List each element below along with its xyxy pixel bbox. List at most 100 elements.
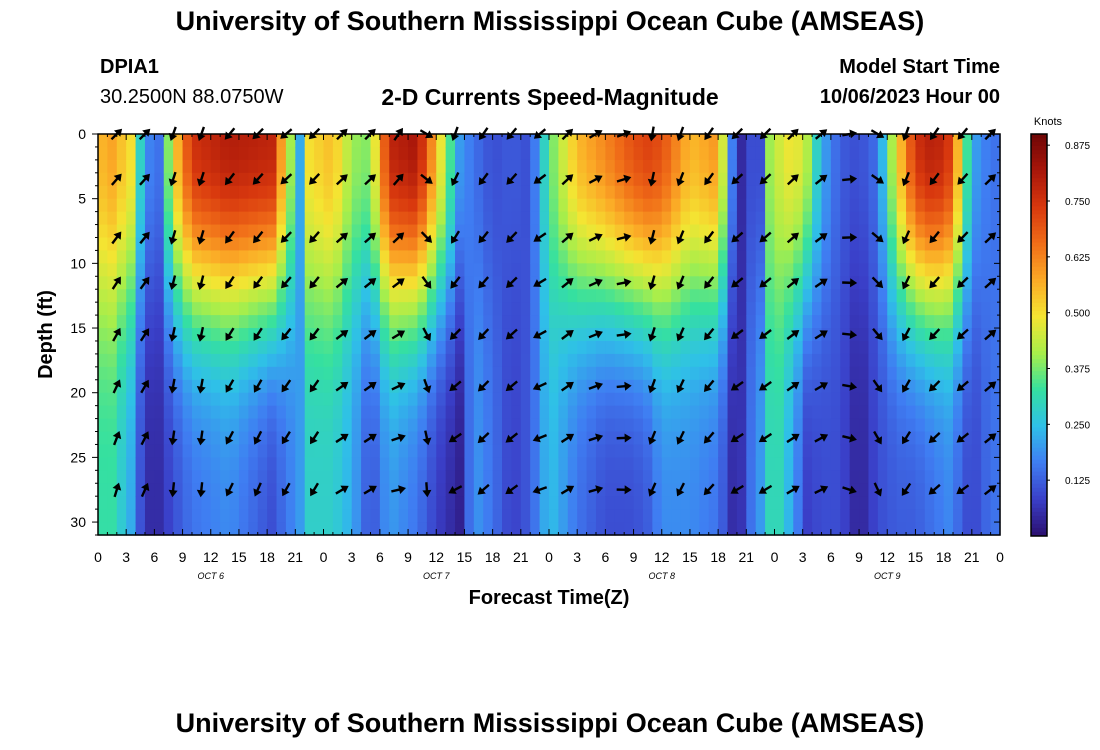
heatmap-cell: [436, 444, 447, 458]
x-tick-label: 0: [771, 549, 779, 565]
heatmap-cell: [746, 366, 757, 381]
heatmap-cell: [436, 211, 447, 226]
heatmap-cell: [943, 457, 954, 471]
heatmap-cell: [586, 509, 597, 523]
heatmap-cell: [859, 224, 870, 239]
heatmap-cell: [455, 405, 466, 420]
heatmap-cell: [323, 276, 334, 290]
x-axis: 0 3 6 9 12 15 18 21 0 3 6 9 12 15 18 21 0 3 6 9 12 15 18 21 0 3 6 9…: [94, 134, 1004, 609]
heatmap-cell: [680, 328, 691, 342]
heatmap-cell: [877, 457, 888, 471]
heatmap-cell: [511, 134, 522, 148]
heatmap-cell: [502, 509, 513, 523]
heatmap-cell: [821, 263, 832, 277]
heatmap-cell: [539, 237, 550, 252]
heatmap-cell: [783, 198, 794, 213]
heatmap-cell: [981, 379, 992, 394]
heatmap-cell: [154, 509, 165, 523]
heatmap-cell: [896, 418, 907, 433]
heatmap-cell: [736, 289, 747, 303]
heatmap-cell: [314, 483, 325, 497]
heatmap-cell: [483, 457, 494, 471]
heatmap-cell: [727, 159, 738, 174]
heatmap-cell: [887, 392, 898, 407]
heatmap-cell: [201, 134, 212, 148]
heatmap-cell: [351, 237, 362, 252]
heatmap-cell: [896, 444, 907, 458]
heatmap-cell: [774, 340, 785, 355]
current-arrow: [335, 174, 348, 186]
heatmap-cell: [595, 315, 606, 329]
heatmap-cell: [953, 379, 964, 394]
heatmap-cell: [689, 250, 700, 264]
heatmap-cell: [577, 392, 588, 407]
current-arrow: [786, 433, 800, 444]
heatmap-cell: [304, 457, 315, 471]
heatmap-cell: [671, 237, 682, 252]
heatmap-cell: [708, 211, 719, 226]
heatmap-cell: [182, 276, 193, 290]
heatmap-cell: [699, 172, 710, 187]
heatmap-cell: [323, 483, 334, 497]
current-arrow: [928, 380, 941, 392]
current-arrow: [983, 485, 997, 496]
heatmap-cell: [906, 185, 917, 200]
heatmap-cell: [736, 353, 747, 368]
heatmap-cell: [229, 418, 240, 433]
heatmap-cell: [793, 302, 804, 316]
heatmap-cell: [229, 509, 240, 523]
heatmap-cell: [567, 392, 578, 407]
heatmap-cell: [473, 315, 484, 329]
colorbar-step: [1031, 214, 1047, 219]
heatmap-cell: [746, 198, 757, 213]
heatmap-cell: [342, 159, 353, 174]
heatmap-cell: [971, 211, 982, 226]
heatmap-cell: [736, 379, 747, 394]
heatmap-cell: [417, 340, 428, 355]
heatmap-cell: [408, 340, 419, 355]
heatmap-cell: [511, 302, 522, 316]
heatmap-cell: [774, 315, 785, 329]
heatmap-cell: [746, 431, 757, 446]
heatmap-cell: [285, 263, 296, 277]
heatmap-cell: [859, 172, 870, 187]
x-tick-label: 3: [348, 549, 356, 565]
heatmap-cell: [981, 198, 992, 213]
heatmap-cell: [464, 315, 475, 329]
heatmap-cell: [342, 353, 353, 368]
heatmap-cell: [182, 237, 193, 252]
current-arrow: [392, 232, 405, 244]
heatmap-cell: [802, 276, 813, 290]
heatmap-cell: [830, 483, 841, 497]
colorbar-step: [1031, 415, 1047, 420]
heatmap-cell: [549, 522, 559, 536]
heatmap-cell: [107, 496, 118, 510]
heatmap-cell: [492, 302, 503, 316]
heatmap-cell: [652, 328, 663, 342]
heatmap-cell: [595, 263, 606, 277]
heatmap-cell: [502, 302, 513, 316]
heatmap-cell: [642, 431, 653, 446]
colorbar-step: [1031, 447, 1047, 453]
heatmap-cell: [154, 134, 165, 148]
heatmap-cell: [624, 146, 635, 161]
heatmap-cell: [116, 315, 127, 329]
colorbar-step: [1031, 363, 1047, 368]
heatmap-cell: [718, 224, 729, 239]
heatmap-cell: [849, 134, 860, 148]
heatmap-cell: [877, 379, 888, 394]
heatmap-cell: [746, 483, 757, 497]
heatmap-cell: [229, 328, 240, 342]
current-arrow: [648, 430, 657, 445]
heatmap-cell: [605, 289, 616, 303]
heatmap-cell: [332, 405, 343, 420]
heatmap-cell: [586, 289, 597, 303]
heatmap-cell: [520, 431, 531, 446]
heatmap-cell: [238, 379, 249, 394]
heatmap-cell: [981, 224, 992, 239]
heatmap-cell: [990, 340, 1001, 355]
heatmap-cell: [934, 276, 945, 290]
colorbar-step: [1031, 411, 1047, 416]
colorbar-step: [1031, 250, 1047, 256]
heatmap-cell: [464, 483, 475, 497]
